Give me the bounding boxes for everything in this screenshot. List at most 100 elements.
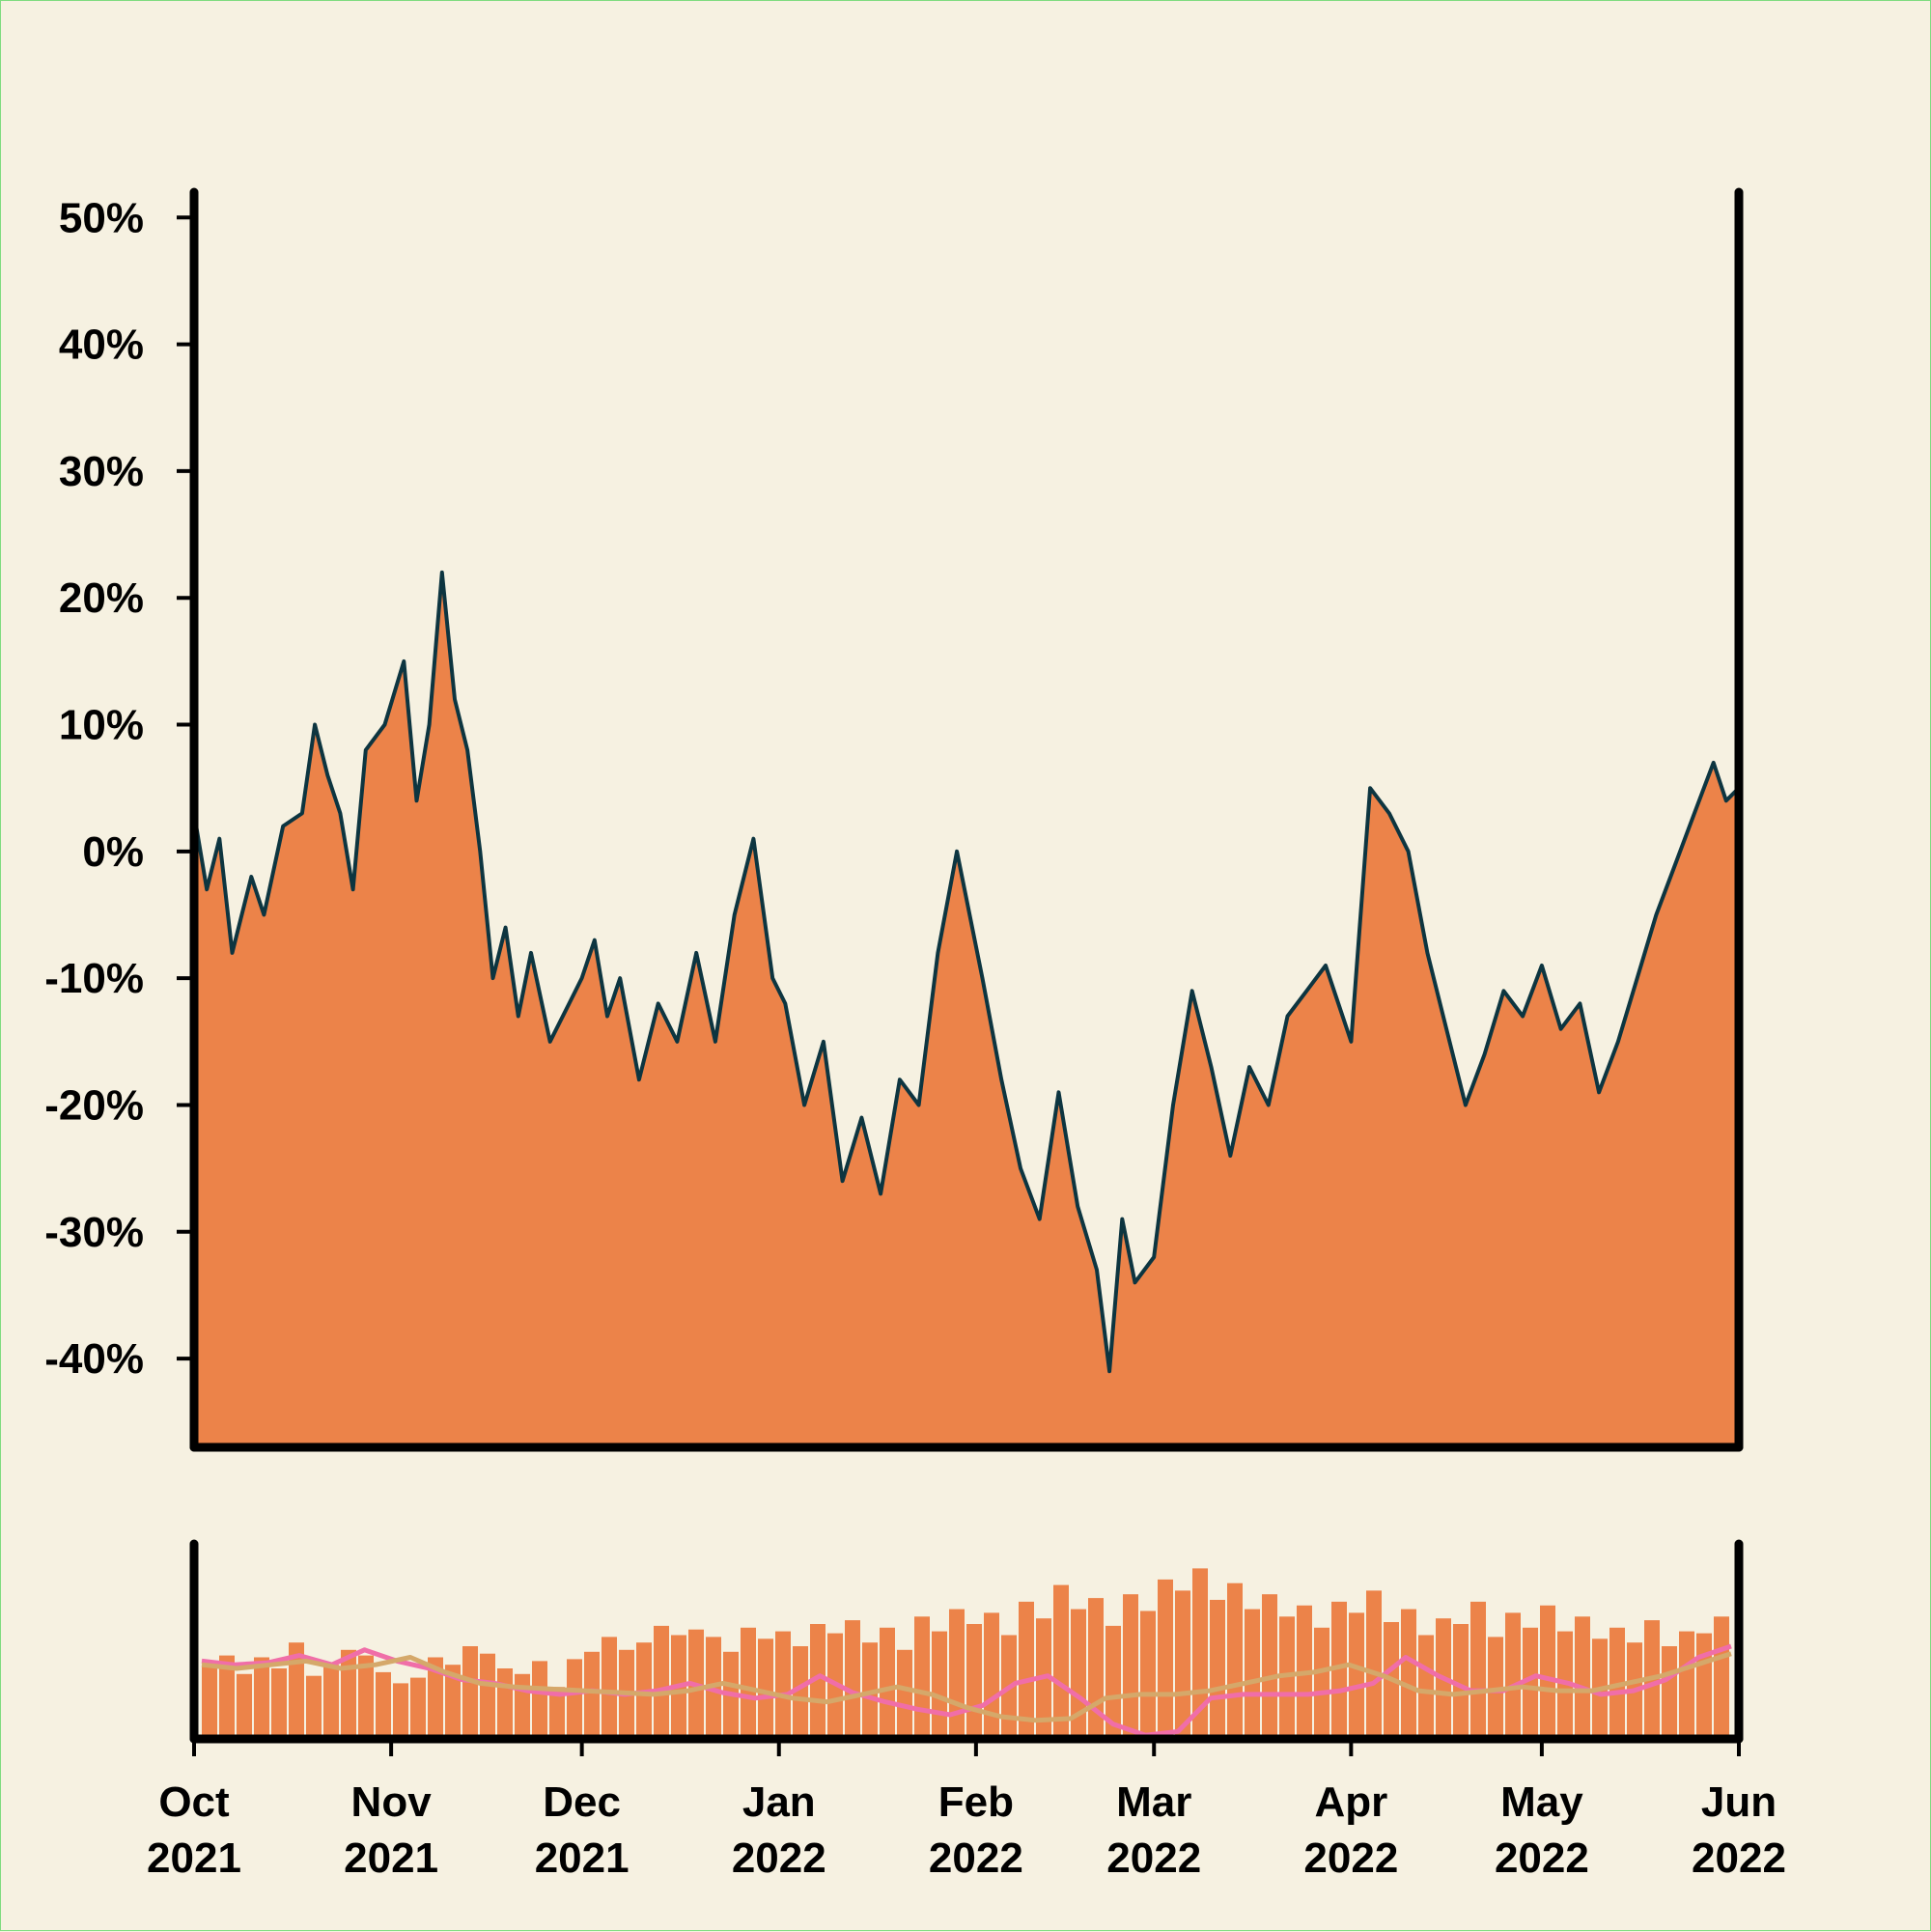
y-tick-label: 30% <box>59 448 144 495</box>
main-axes <box>189 187 1744 1452</box>
volume-moving-average-slow <box>201 1651 1732 1723</box>
y-tick-label: -30% <box>44 1209 144 1256</box>
volume-bar <box>810 1624 826 1739</box>
x-axis-ticks: Oct 2021 Nov 2021 Dec 2021 Jan 2022 Feb 2022 Mar 20… <box>147 1739 1786 1882</box>
volume-axes <box>189 1539 1744 1744</box>
volume-bar <box>602 1637 617 1739</box>
volume-bar <box>1540 1605 1555 1739</box>
volume-bar <box>1105 1625 1121 1739</box>
volume-bar <box>932 1631 947 1739</box>
volume-bar <box>549 1687 565 1739</box>
y-tick-label: -40% <box>44 1335 144 1383</box>
volume-bar <box>1714 1616 1729 1739</box>
volume-bar <box>376 1671 391 1739</box>
volume-bar <box>1453 1624 1469 1739</box>
volume-bar <box>1175 1590 1190 1739</box>
volume-bars <box>202 1568 1729 1739</box>
volume-bar <box>1158 1579 1173 1739</box>
x-tick-label: Jan 2022 <box>732 1778 826 1882</box>
volume-bar <box>445 1665 461 1739</box>
volume-bar <box>1401 1609 1416 1739</box>
volume-bar <box>1349 1612 1364 1739</box>
price-change-line <box>192 570 1741 1374</box>
volume-bar <box>237 1673 252 1739</box>
volume-bar <box>880 1627 895 1739</box>
volume-bar <box>1123 1594 1138 1739</box>
price-change-line-layer <box>192 570 1741 1374</box>
volume-bar <box>1314 1627 1329 1739</box>
y-tick-label: 10% <box>59 702 144 749</box>
volume-bar <box>497 1668 513 1739</box>
volume-bar <box>914 1616 930 1739</box>
x-tick-label: Nov 2021 <box>344 1778 438 1882</box>
volume-moving-averages <box>201 1643 1732 1738</box>
volume-bar <box>966 1624 982 1739</box>
y-tick-label: -10% <box>44 955 144 1002</box>
volume-bar <box>410 1677 426 1739</box>
volume-bar <box>1696 1633 1712 1739</box>
x-tick-label: Dec 2021 <box>535 1778 630 1882</box>
volume-bar <box>775 1631 791 1739</box>
volume-bar <box>1227 1582 1243 1739</box>
volume-bar <box>1019 1601 1034 1739</box>
volume-bar <box>1262 1594 1277 1739</box>
x-tick-label: May 2022 <box>1495 1778 1589 1882</box>
volume-bar <box>1523 1627 1538 1739</box>
volume-bar <box>1557 1631 1573 1739</box>
volume-bar <box>323 1665 339 1739</box>
volume-bar <box>845 1620 860 1739</box>
volume-bar <box>741 1627 756 1739</box>
y-tick-label: 0% <box>82 828 144 876</box>
volume-bar <box>793 1646 808 1739</box>
volume-bar <box>341 1649 356 1739</box>
volume-bar <box>1575 1616 1590 1739</box>
volume-bar <box>515 1673 530 1739</box>
y-tick-label: 20% <box>59 574 144 622</box>
x-tick-label: Feb 2022 <box>929 1778 1023 1882</box>
volume-bar <box>289 1642 304 1739</box>
y-axis-ticks: 50% 40% 30% 20% 10% 0% -10% -20% -30% -40% <box>44 194 194 1383</box>
volume-bar <box>1245 1609 1260 1739</box>
volume-bar <box>1366 1590 1382 1739</box>
price-change-area <box>194 572 1739 1447</box>
volume-bar <box>584 1651 600 1739</box>
volume-bar <box>1331 1601 1347 1739</box>
volume-bar <box>984 1612 999 1739</box>
volume-bar <box>1071 1609 1086 1739</box>
volume-bar <box>1470 1601 1486 1739</box>
volume-bar <box>462 1646 478 1739</box>
volume-bar <box>949 1609 965 1739</box>
volume-bar <box>1279 1616 1295 1739</box>
x-tick-label: Apr 2022 <box>1303 1778 1398 1882</box>
x-tick-label: Mar 2022 <box>1106 1778 1201 1882</box>
volume-bar <box>897 1649 912 1739</box>
volume-bar <box>254 1657 269 1739</box>
volume-bar <box>1662 1646 1677 1739</box>
y-tick-label: -20% <box>44 1081 144 1129</box>
volume-bar <box>1192 1568 1208 1739</box>
y-tick-label: 50% <box>59 194 144 241</box>
volume-bar <box>758 1638 773 1739</box>
volume-bar <box>428 1657 443 1739</box>
volume-bar <box>1505 1612 1521 1739</box>
volume-bar <box>306 1675 322 1739</box>
volume-bar <box>1679 1631 1694 1739</box>
y-tick-label: 40% <box>59 322 144 369</box>
volume-bar <box>480 1653 495 1739</box>
volume-bar <box>1053 1584 1069 1739</box>
x-tick-label: Oct 2021 <box>147 1778 241 1882</box>
volume-bar <box>219 1655 235 1739</box>
volume-bar <box>1140 1610 1156 1739</box>
x-tick-label: Jun 2022 <box>1692 1778 1786 1882</box>
volume-bar <box>654 1625 669 1739</box>
price-change-area-layer <box>194 572 1739 1447</box>
volume-bar <box>393 1683 408 1739</box>
volume-bar <box>202 1665 217 1739</box>
volume-bar <box>532 1661 547 1739</box>
volume-bar <box>1418 1635 1434 1739</box>
volume-bar <box>1210 1600 1225 1739</box>
volume-bar <box>271 1668 287 1739</box>
volume-bar <box>358 1655 374 1739</box>
